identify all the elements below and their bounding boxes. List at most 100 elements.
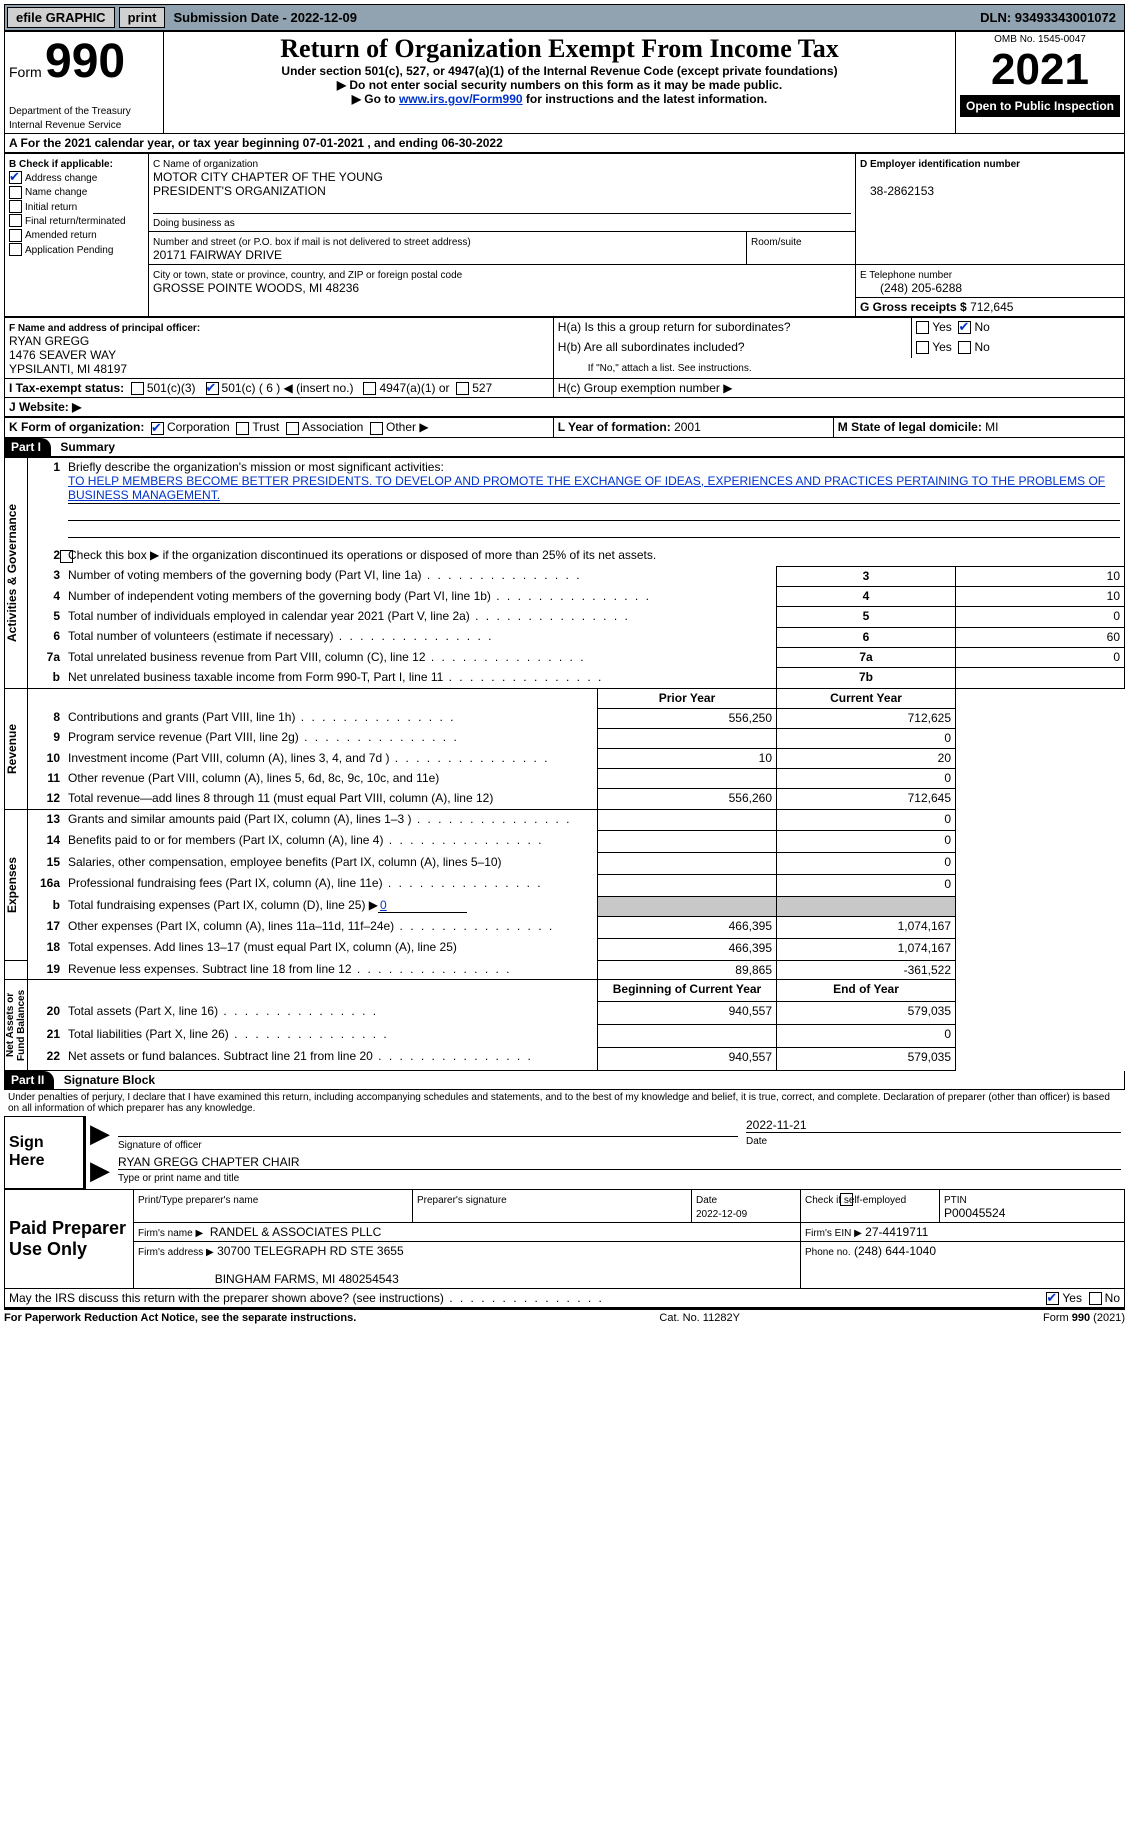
col-current: Current Year (830, 691, 902, 705)
print-button[interactable]: print (119, 7, 166, 28)
l13-text: Grants and similar amounts paid (Part IX… (68, 812, 572, 826)
ha-yes-checkbox[interactable] (916, 321, 929, 334)
no-label-2: No (974, 340, 989, 354)
part1-header: Part I Summary (4, 438, 1125, 457)
l19-text: Revenue less expenses. Subtract line 18 … (68, 962, 512, 976)
k-other: Other ▶ (386, 420, 429, 434)
k-trust-checkbox[interactable] (236, 422, 249, 435)
officer-street: 1476 SEAVER WAY (9, 348, 116, 362)
l2-checkbox[interactable] (60, 550, 73, 563)
no-label-1: No (974, 320, 989, 334)
header-table: Form 990 Department of the Treasury Inte… (4, 31, 1125, 134)
klm-block: K Form of organization: Corporation Trus… (4, 417, 1125, 437)
hb-yes-checkbox[interactable] (916, 341, 929, 354)
c18: 1,074,167 (777, 938, 956, 960)
self-employed-checkbox[interactable] (840, 1193, 853, 1206)
fh-block: F Name and address of principal officer:… (4, 317, 1125, 417)
instr2-pre: ▶ Go to (352, 92, 399, 106)
dba-label: Doing business as (153, 218, 235, 229)
street-value: 20171 FAIRWAY DRIVE (153, 248, 282, 262)
a-line: A For the 2021 calendar year, or tax yea… (4, 134, 1125, 153)
c12: 712,645 (777, 789, 956, 809)
p19: 89,865 (598, 960, 777, 979)
k-assoc-checkbox[interactable] (286, 422, 299, 435)
i-527-checkbox[interactable] (456, 382, 469, 395)
address-change-label: Address change (25, 173, 97, 184)
i-opt1: 501(c)(3) (147, 381, 196, 395)
i-501c3-checkbox[interactable] (131, 382, 144, 395)
c19: -361,522 (777, 960, 956, 979)
initial-return-checkbox[interactable] (9, 200, 22, 213)
org-name-2: PRESIDENT'S ORGANIZATION (153, 184, 326, 198)
p21 (598, 1025, 777, 1048)
room-label: Room/suite (751, 237, 802, 248)
ha-no-checkbox[interactable] (958, 321, 971, 334)
j-label: J Website: ▶ (9, 400, 81, 414)
v5: 0 (956, 607, 1125, 627)
final-return-checkbox[interactable] (9, 214, 22, 227)
k-trust: Trust (252, 420, 279, 434)
address-change-checkbox[interactable] (9, 171, 22, 184)
p12: 556,260 (598, 789, 777, 809)
l12-text: Total revenue—add lines 8 through 11 (mu… (68, 791, 493, 805)
c10: 20 (777, 749, 956, 769)
part2-label: Part II (5, 1071, 54, 1089)
may-irs-no-checkbox[interactable] (1089, 1292, 1102, 1305)
i-opt2: 501(c) ( 6 ) ◀ (insert no.) (222, 381, 354, 395)
f-label: F Name and address of principal officer: (9, 323, 200, 334)
firm-addr1: 30700 TELEGRAPH RD STE 3655 (217, 1244, 404, 1258)
top-bar: efile GRAPHIC print Submission Date - 20… (4, 4, 1125, 31)
k-corp-checkbox[interactable] (151, 422, 164, 435)
l15-text: Salaries, other compensation, employee b… (68, 855, 502, 869)
c21: 0 (777, 1025, 956, 1048)
firm-addr-label: Firm's address ▶ (138, 1247, 214, 1258)
l16a-text: Professional fundraising fees (Part IX, … (68, 876, 543, 890)
side-expenses: Expenses (5, 810, 19, 960)
amended-checkbox[interactable] (9, 229, 22, 242)
hb-no-checkbox[interactable] (958, 341, 971, 354)
i-501c-checkbox[interactable] (206, 382, 219, 395)
form990-link[interactable]: www.irs.gov/Form990 (399, 92, 523, 106)
may-irs-yes-checkbox[interactable] (1046, 1292, 1059, 1305)
paid-preparer-table: Paid Preparer Use Only Print/Type prepar… (4, 1189, 1125, 1289)
initial-return-label: Initial return (25, 202, 77, 213)
p18: 466,395 (598, 938, 777, 960)
amended-label: Amended return (25, 230, 97, 241)
p11 (598, 769, 777, 789)
p9 (598, 728, 777, 748)
ha-label: H(a) Is this a group return for subordin… (558, 320, 791, 334)
form-footer: Form 990 (2021) (1043, 1312, 1125, 1324)
c16a: 0 (777, 874, 956, 896)
instr-1: ▶ Do not enter social security numbers o… (168, 78, 951, 92)
type-name-label: Type or print name and title (118, 1173, 239, 1184)
c15: 0 (777, 853, 956, 875)
l11-text: Other revenue (Part VIII, column (A), li… (68, 771, 439, 785)
i-label: I Tax-exempt status: (9, 381, 124, 395)
l18-text: Total expenses. Add lines 13–17 (must eq… (68, 940, 457, 954)
hc-label: H(c) Group exemption number ▶ (558, 381, 733, 395)
irs-label: Internal Revenue Service (9, 120, 121, 131)
efile-label: efile GRAPHIC (7, 7, 115, 28)
firm-ein: 27-4419711 (865, 1225, 928, 1239)
l7a-text: Total unrelated business revenue from Pa… (68, 650, 586, 664)
name-change-checkbox[interactable] (9, 186, 22, 199)
b-label: B Check if applicable: (9, 159, 113, 170)
may-irs-row: May the IRS discuss this return with the… (4, 1289, 1125, 1308)
form-title: Return of Organization Exempt From Incom… (168, 34, 951, 64)
c14: 0 (777, 831, 956, 853)
street-label: Number and street (or P.O. box if mail i… (153, 237, 471, 248)
col-end: End of Year (833, 982, 899, 996)
form-number: 990 (45, 35, 125, 88)
app-pending-checkbox[interactable] (9, 243, 22, 256)
i-4947-checkbox[interactable] (363, 382, 376, 395)
tax-year: 2021 (960, 45, 1120, 95)
year-footer: 2021 (1097, 1312, 1121, 1324)
i-opt4: 527 (472, 381, 492, 395)
k-other-checkbox[interactable] (370, 422, 383, 435)
submission-date: Submission Date - 2022-12-09 (167, 8, 363, 27)
officer-name: RYAN GREGG (9, 334, 89, 348)
l-value: 2001 (674, 420, 701, 434)
k-assoc: Association (302, 420, 363, 434)
app-pending-label: Application Pending (25, 245, 113, 256)
instr-2: ▶ Go to www.irs.gov/Form990 for instruct… (168, 92, 951, 106)
